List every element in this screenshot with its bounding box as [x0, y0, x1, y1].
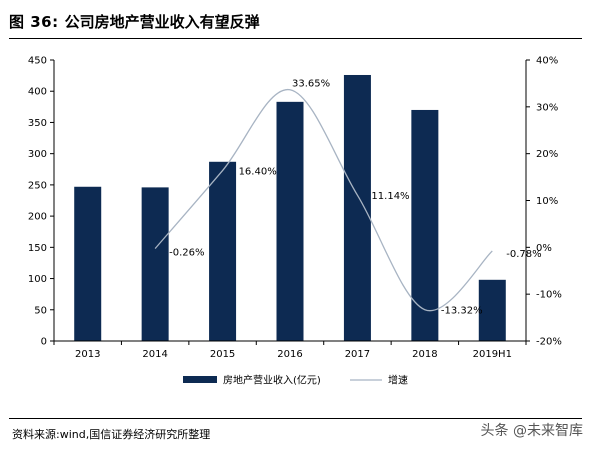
right-tick-label: 10% — [536, 196, 558, 207]
growth-rate-line — [154, 89, 493, 312]
bar-2015 — [209, 161, 237, 341]
bar-2018 — [411, 109, 439, 341]
figure-title: 公司房地产营业收入有望反弹 — [64, 12, 260, 31]
header-rule — [9, 38, 582, 39]
left-tick-label: 250 — [28, 180, 47, 191]
left-tick-label: 50 — [34, 305, 47, 316]
source-note: 资料来源:wind,国信证券经济研究所整理 — [12, 428, 211, 441]
right-tick-label: -10% — [536, 290, 562, 301]
figure-header: 图 36: 公司房地产营业收入有望反弹 — [9, 6, 582, 36]
bar-2013 — [74, 186, 102, 341]
growth-data-label: 33.65% — [292, 79, 330, 90]
right-tick-label: 30% — [536, 102, 558, 113]
right-tick-label: 40% — [536, 56, 558, 67]
growth-data-label: -13.32% — [441, 306, 483, 317]
figure-number: 图 36: — [9, 12, 59, 31]
legend-bar-swatch — [183, 376, 217, 383]
legend-bar-label: 房地产营业收入(亿元) — [223, 374, 321, 387]
legend-line-label: 增速 — [388, 374, 408, 387]
axes-layer: 0 50 100 150 200 250 300 350 400 450 -20% -10% 0% 10%… — [28, 56, 562, 361]
growth-data-label: -0.26% — [169, 248, 204, 259]
x-tick-label: 2015 — [210, 349, 235, 360]
left-tick-label: 200 — [28, 212, 47, 223]
legend: 房地产营业收入(亿元) 增速 — [183, 374, 408, 387]
left-tick-label: 150 — [28, 243, 47, 254]
bars-layer — [74, 74, 506, 342]
left-tick-label: 300 — [28, 149, 47, 160]
bar-2017 — [343, 74, 371, 341]
x-tick-label: 2013 — [75, 349, 100, 360]
right-tick-label: 20% — [536, 149, 558, 160]
watermark: 头条 @未来智库 — [480, 423, 583, 439]
x-tick-label: 2019H1 — [473, 349, 512, 360]
right-tick-label: 0% — [536, 243, 552, 254]
left-tick-label: 350 — [28, 118, 47, 129]
growth-data-label: 11.14% — [371, 191, 409, 202]
growth-data-label: 16.40% — [239, 167, 277, 178]
bar-2014 — [141, 187, 169, 341]
right-tick-label: -20% — [536, 337, 562, 348]
bar-2019H1 — [478, 279, 506, 341]
x-tick-label: 2017 — [345, 349, 370, 360]
x-tick-label: 2016 — [277, 349, 302, 360]
footer-rule — [9, 418, 582, 419]
x-tick-label: 2014 — [142, 349, 167, 360]
x-tick-label: 2018 — [412, 349, 437, 360]
labels-layer: -0.26% 16.40% 33.65% 11.14% -13.32% -0.78% — [169, 79, 542, 317]
left-tick-label: 0 — [41, 337, 47, 348]
line-layer — [154, 89, 493, 312]
left-tick-label: 100 — [28, 274, 47, 285]
bar-2016 — [276, 101, 304, 342]
left-tick-label: 400 — [28, 87, 47, 98]
growth-data-label: -0.78% — [506, 249, 541, 260]
left-tick-label: 450 — [28, 56, 47, 67]
